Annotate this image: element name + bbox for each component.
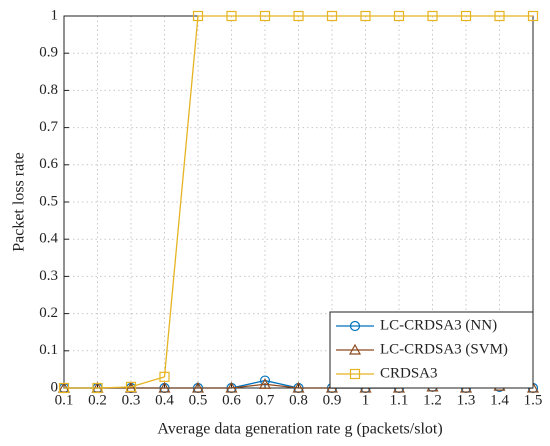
- marker: [349, 320, 361, 332]
- x-tick-label: 1.4: [490, 392, 509, 408]
- marker: [191, 381, 205, 393]
- y-tick-label: 0.5: [39, 193, 58, 209]
- x-tick-label: 0.6: [222, 392, 241, 408]
- x-tick-label: 1: [362, 392, 370, 408]
- x-tick-label: 0.9: [323, 392, 342, 408]
- x-tick-label: 0.7: [256, 392, 275, 408]
- marker: [259, 10, 271, 22]
- marker: [226, 10, 237, 22]
- marker: [159, 371, 170, 382]
- marker: [292, 381, 305, 393]
- marker: [326, 10, 338, 22]
- legend-label: CRDSA3: [380, 365, 438, 381]
- y-tick-label: 0.8: [39, 82, 58, 98]
- y-tick-label: 0.1: [39, 342, 58, 358]
- marker: [427, 10, 438, 22]
- marker: [125, 381, 137, 392]
- marker: [460, 10, 472, 22]
- marker: [348, 343, 362, 355]
- marker: [192, 10, 204, 22]
- series-line: [64, 15, 533, 389]
- x-tick-label: 0.5: [189, 392, 208, 408]
- legend-label: LC-CRDSA3 (NN): [380, 317, 497, 333]
- y-tick-label: 1: [51, 7, 59, 23]
- marker: [258, 378, 272, 389]
- marker: [293, 10, 304, 22]
- x-tick-label: 0.8: [289, 392, 308, 408]
- x-tick-label: 0.2: [88, 392, 107, 408]
- marker: [494, 10, 505, 22]
- y-tick-label: 0.6: [39, 156, 58, 172]
- x-tick-label: 1.3: [457, 392, 476, 408]
- y-tick-label: 0.2: [39, 305, 58, 321]
- y-tick-label: 0.9: [39, 45, 58, 61]
- y-axis-label: Packet loss rate: [11, 152, 28, 252]
- y-tick-label: 0: [51, 379, 59, 395]
- marker: [527, 10, 539, 22]
- x-tick-label: 0.4: [155, 392, 174, 408]
- legend-label: LC-CRDSA3 (SVM): [380, 341, 508, 357]
- x-axis-label: Average data generation rate g (packets/…: [157, 421, 442, 438]
- marker: [259, 375, 271, 386]
- y-tick-label: 0.7: [39, 119, 58, 135]
- marker: [158, 381, 171, 393]
- x-tick-label: 1.2: [423, 392, 442, 408]
- x-tick-label: 1.1: [390, 392, 409, 408]
- x-tick-label: 0.3: [122, 392, 141, 408]
- marker: [360, 10, 371, 22]
- marker: [92, 382, 103, 394]
- marker: [393, 10, 405, 22]
- x-tick-label: 0.1: [55, 392, 74, 408]
- marker: [225, 381, 238, 393]
- marker: [349, 368, 361, 380]
- marker: [58, 382, 70, 394]
- x-tick-label: 1.5: [524, 392, 543, 408]
- y-tick-label: 0.3: [39, 268, 58, 284]
- y-tick-label: 0.4: [39, 231, 58, 247]
